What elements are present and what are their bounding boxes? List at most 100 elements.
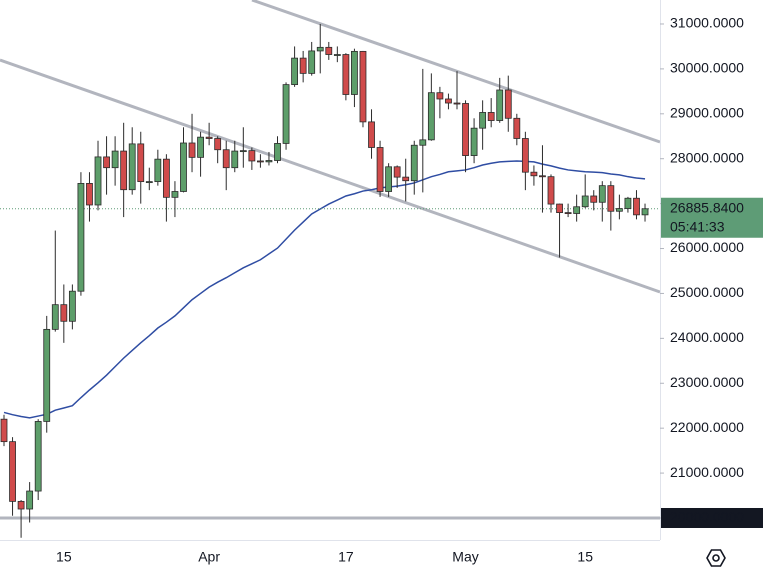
candle-body (17, 500, 25, 510)
candle-body (325, 46, 333, 55)
candle-body (615, 208, 623, 212)
candle-body (556, 203, 563, 214)
candle-body (547, 176, 555, 205)
candle-body (376, 147, 384, 192)
candle-body (145, 181, 153, 184)
candle-body (274, 143, 281, 161)
candle-body (77, 183, 85, 292)
candle-body (111, 150, 119, 169)
candle-body (641, 208, 649, 216)
y-tick-label: 26000.0000 (670, 239, 744, 255)
candle-body (128, 143, 136, 191)
candle-body (564, 212, 572, 215)
candle-body (205, 136, 213, 139)
candle-body (103, 156, 110, 169)
x-tick-label: May (452, 549, 478, 565)
candle-body (34, 421, 42, 492)
settings-hexagon[interactable] (706, 549, 726, 567)
candle-body (137, 143, 145, 183)
candle-body (624, 197, 632, 209)
candle-body (188, 142, 196, 158)
candle-body (197, 136, 204, 158)
candle-body (180, 142, 187, 192)
candle-body (479, 112, 487, 129)
candle-body (86, 183, 93, 206)
candle-body (120, 150, 128, 191)
y-tick-label: 25000.0000 (670, 284, 744, 300)
candle-body (68, 290, 76, 322)
candle-body (171, 191, 179, 198)
candle-body (239, 150, 247, 153)
candle-body (607, 185, 615, 212)
candle-body (0, 418, 8, 443)
candle-body (162, 158, 170, 198)
candle-body (633, 197, 640, 216)
y-tick-label: 30000.0000 (670, 60, 744, 76)
candle-body (316, 46, 324, 52)
x-tick-label: 15 (577, 549, 593, 565)
candle-body (257, 160, 264, 163)
candle-body (496, 89, 504, 121)
y-tick-label: 28000.0000 (670, 149, 744, 165)
trend-line (251, 0, 661, 144)
candle-body (590, 195, 598, 203)
settings-icon[interactable] (706, 549, 726, 567)
x-tick-label: Apr (198, 549, 220, 565)
y-tick-label: 21000.0000 (670, 464, 744, 480)
last-price-box (661, 197, 763, 238)
x-tick-label: 15 (56, 549, 72, 565)
candle-body (436, 92, 444, 100)
y-tick-label: 29000.0000 (670, 105, 744, 121)
candle-body (393, 166, 401, 178)
candle-body (368, 121, 375, 148)
candle-body (342, 54, 350, 95)
candle-body (248, 150, 256, 162)
candle-body (598, 185, 606, 203)
candle-body (359, 50, 367, 123)
candle-body (453, 102, 461, 105)
candle-body (513, 117, 521, 139)
trend-line (0, 58, 661, 294)
candle-body (231, 150, 239, 169)
candle-body (154, 158, 162, 183)
candle-body (445, 98, 452, 104)
y-tick-label: 22000.0000 (670, 419, 744, 435)
y-tick-label: 31000.0000 (670, 15, 744, 31)
candle-body (410, 144, 418, 182)
x-tick-label: 17 (338, 549, 354, 565)
candle-body (265, 160, 273, 163)
candle-body (299, 57, 307, 74)
candle-body (419, 139, 427, 146)
candle-body (573, 206, 581, 214)
candle-body (487, 112, 495, 121)
candle-body (462, 103, 469, 156)
candle-body (427, 92, 435, 141)
candle-body (539, 175, 546, 178)
candle-body (43, 328, 51, 422)
level-label-box (661, 507, 763, 528)
candle-body (308, 50, 316, 74)
last-price-label: 26885.8400 (670, 199, 744, 215)
candle-body (60, 304, 68, 322)
y-tick-label: 24000.0000 (670, 329, 744, 345)
y-tick-label: 23000.0000 (670, 374, 744, 390)
candle-body (9, 441, 16, 502)
candle-body (351, 50, 358, 95)
candle-body (94, 156, 102, 206)
candle-body (214, 138, 222, 151)
candle-body (504, 89, 512, 119)
candle-body (402, 176, 410, 182)
candle-body (333, 54, 341, 56)
candle-body (26, 490, 34, 510)
settings-center[interactable] (712, 554, 720, 562)
y-tick-label: 20000.0000 (670, 509, 744, 525)
moving-average (3, 160, 646, 419)
candle-body (291, 57, 298, 86)
candle-body (222, 149, 230, 169)
countdown-label: 05:41:33 (670, 218, 725, 234)
candle-body (282, 84, 290, 144)
candle-body (385, 166, 393, 192)
candle-body (581, 195, 589, 208)
